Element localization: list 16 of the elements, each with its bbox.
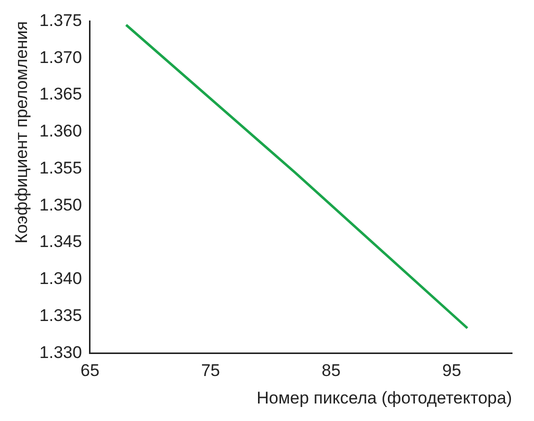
y-tick-label: 1.365	[39, 84, 82, 104]
y-tick-label: 1.375	[39, 10, 82, 30]
x-tick-label: 65	[80, 361, 100, 380]
y-tick-label: 1.340	[39, 269, 82, 288]
y-tick-label: 1.345	[39, 232, 82, 252]
x-axis-title: Номер пиксела (фотодетектора)	[256, 388, 512, 408]
y-tick-label: 1.335	[39, 306, 82, 325]
y-tick-label: 1.370	[39, 48, 82, 67]
y-tick-label: 1.360	[39, 122, 82, 141]
x-tick-label: 75	[201, 361, 220, 380]
x-tick-label: 85	[322, 361, 341, 380]
y-tick-label: 1.350	[39, 195, 82, 214]
x-tick-label: 95	[442, 361, 462, 380]
y-tick-label: 1.330	[39, 342, 82, 362]
y-axis-title: Коэффициент преломления	[12, 21, 31, 244]
y-tick-label: 1.355	[39, 158, 82, 178]
